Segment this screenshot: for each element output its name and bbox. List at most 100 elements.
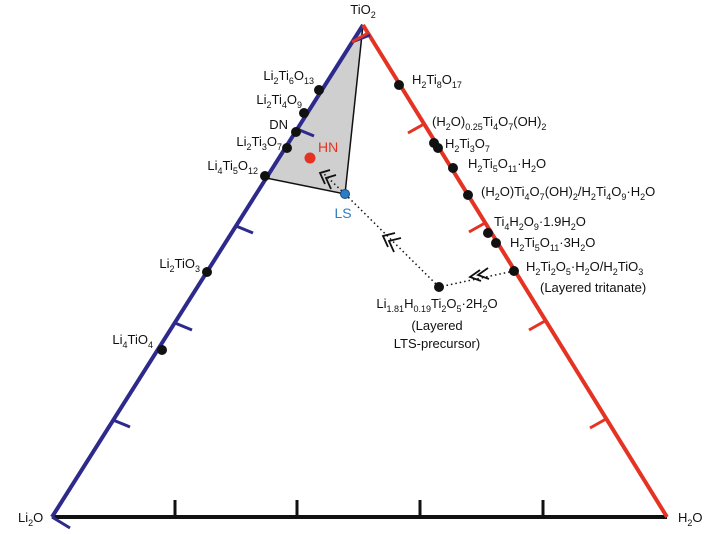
label-part: TiO xyxy=(350,2,370,17)
subscript: 2 xyxy=(535,267,540,277)
label-part: TiO xyxy=(128,332,148,347)
label-part: O) xyxy=(451,114,465,129)
subscript: 7 xyxy=(508,122,513,132)
label-part: Li xyxy=(263,68,273,83)
label-part: H xyxy=(510,235,519,250)
formula-label: Li4TiO4 xyxy=(112,332,153,350)
label-part: H xyxy=(445,136,454,151)
label-part: O xyxy=(487,296,497,311)
phase-point xyxy=(291,127,301,137)
formula-label: Li4Ti5O12 xyxy=(207,158,258,176)
subscript: 9 xyxy=(297,100,302,110)
subscript: 2 xyxy=(170,264,175,274)
label-part: Ti xyxy=(540,259,550,274)
formula-label: H2Ti8O17 xyxy=(412,72,462,90)
label-part: Li xyxy=(112,332,122,347)
formula-label: DN xyxy=(269,117,288,132)
label-part: O xyxy=(442,72,452,87)
subscript: 3 xyxy=(638,267,643,277)
formula-label: Li2Ti6O13 xyxy=(263,68,314,86)
subscript: 9 xyxy=(534,222,539,232)
label-part: H xyxy=(404,296,413,311)
formula-label: H2Ti2O5·H2O/H2TiO3 xyxy=(526,259,643,277)
label-part: O xyxy=(287,92,297,107)
label-part: TiO xyxy=(618,259,638,274)
label-part: TiO xyxy=(175,256,195,271)
subscript: 5 xyxy=(493,164,498,174)
right-ticks xyxy=(351,31,607,430)
subscript: 3 xyxy=(262,142,267,152)
subscript: 13 xyxy=(304,76,314,86)
formula-label: H2Ti5O11·H2O xyxy=(468,156,546,174)
arrowheads xyxy=(318,169,490,282)
note: LTS-precursor) xyxy=(394,336,480,351)
label-part: O xyxy=(33,510,43,525)
subscript: 7 xyxy=(277,142,282,152)
formula-label: LS xyxy=(334,205,351,221)
phase-point xyxy=(433,143,443,153)
subscript: 3 xyxy=(195,264,200,274)
phase-point xyxy=(282,143,292,153)
bottom-ticks xyxy=(173,500,545,517)
formula-label: (H2O)Ti4O7(OH)2/H2Ti4O9·H2O xyxy=(481,184,655,202)
subscript: 2 xyxy=(640,192,645,202)
subscript: 4 xyxy=(525,192,530,202)
subscript: 2 xyxy=(571,222,576,232)
phase-point xyxy=(509,266,519,276)
label-part: Li xyxy=(159,256,169,271)
label-part: Li xyxy=(376,296,386,311)
label-part: (H xyxy=(481,184,495,199)
subscript: 12 xyxy=(248,166,258,176)
subscript: 4 xyxy=(282,100,287,110)
subscript: 0.19 xyxy=(413,304,431,314)
phase-point xyxy=(483,228,493,238)
label-part: Ti xyxy=(222,158,232,173)
label-part: Ti xyxy=(596,184,606,199)
label-part: H xyxy=(678,510,687,525)
formula-label: Ti4H2O9·1.9H2O xyxy=(494,214,586,232)
subscript: 2 xyxy=(421,80,426,90)
label-part: LS xyxy=(334,205,351,221)
label-part: HN xyxy=(318,139,338,155)
label-part: O xyxy=(540,235,550,250)
formula-label: Li2O xyxy=(18,510,43,528)
subscript: 2 xyxy=(591,192,596,202)
subscript: 3 xyxy=(470,144,475,154)
formula-label: Li2Ti4O9 xyxy=(256,92,302,110)
label-part: Ti xyxy=(482,156,492,171)
label-part: H xyxy=(526,259,535,274)
phase-point xyxy=(299,108,309,118)
phase-point xyxy=(314,85,324,95)
formula-label: TiO2 xyxy=(350,2,375,20)
subscript: 2 xyxy=(519,243,524,253)
subscript: 2 xyxy=(687,518,692,528)
subscript: 2 xyxy=(551,267,556,277)
phase-point xyxy=(448,163,458,173)
subscript: 11 xyxy=(550,243,559,253)
label-part: O xyxy=(645,184,655,199)
label-part: Li xyxy=(18,510,28,525)
label-part: ·H xyxy=(626,184,640,199)
subscript: 4 xyxy=(493,122,498,132)
label-part: H xyxy=(468,156,477,171)
subscript: 11 xyxy=(508,164,517,174)
phase-point xyxy=(260,171,270,181)
label-part: O xyxy=(498,156,508,171)
label-part: Ti xyxy=(271,92,281,107)
label-part: Ti xyxy=(494,214,504,229)
phase-point xyxy=(491,238,501,248)
reaction-path xyxy=(321,171,515,288)
label-part: ·H xyxy=(571,259,585,274)
label-part: O)Ti xyxy=(500,184,525,199)
formula-label: Li2Ti3O7 xyxy=(236,134,282,152)
subscript: 2 xyxy=(585,267,590,277)
subscript: 2 xyxy=(519,222,524,232)
label-part: O xyxy=(524,214,534,229)
subscript: 2 xyxy=(573,192,578,202)
formula-label: H2Ti5O11·3H2O xyxy=(510,235,595,253)
subscript: 2 xyxy=(613,267,618,277)
label-part: Ti xyxy=(251,134,261,149)
subscript: 5 xyxy=(233,166,238,176)
formula-label: H2O xyxy=(678,510,703,528)
label-part: Li xyxy=(256,92,266,107)
